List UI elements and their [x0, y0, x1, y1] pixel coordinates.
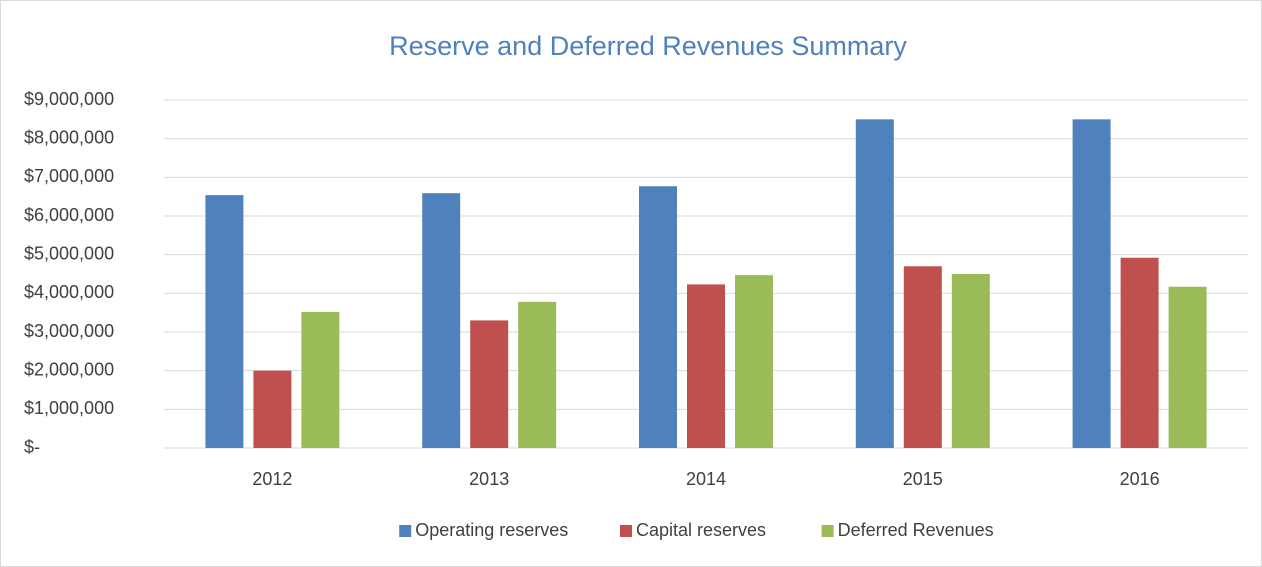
- bar: [903, 266, 942, 448]
- bar: [205, 195, 244, 448]
- y-tick-label: $8,000,000: [24, 127, 114, 147]
- chart-title: Reserve and Deferred Revenues Summary: [389, 31, 907, 61]
- bar: [951, 274, 990, 448]
- x-tick-label: 2016: [1120, 469, 1160, 489]
- x-tick-label: 2014: [686, 469, 726, 489]
- y-tick-label: $7,000,000: [24, 166, 114, 186]
- bar: [855, 119, 894, 448]
- legend-label: Deferred Revenues: [838, 520, 994, 540]
- bar: [639, 186, 677, 448]
- x-tick-label: 2013: [469, 469, 509, 489]
- legend-label: Capital reserves: [636, 520, 766, 540]
- bar: [518, 301, 557, 448]
- bar: [1168, 286, 1207, 448]
- bar: [735, 275, 773, 448]
- y-tick-label: $9,000,000: [24, 89, 114, 109]
- y-tick-label: $-: [24, 437, 40, 457]
- y-tick-label: $6,000,000: [24, 205, 114, 225]
- bar: [470, 320, 509, 448]
- bar: [1120, 257, 1159, 448]
- y-tick-label: $5,000,000: [24, 243, 114, 263]
- y-tick-label: $4,000,000: [24, 282, 114, 302]
- y-tick-label: $2,000,000: [24, 359, 114, 379]
- y-tick-label: $1,000,000: [24, 398, 114, 418]
- bar: [253, 370, 292, 448]
- legend-swatch: [399, 525, 412, 537]
- bar: [301, 311, 340, 448]
- x-tick-label: 2015: [903, 469, 943, 489]
- x-tick-label: 2012: [252, 469, 292, 489]
- bar: [422, 193, 461, 448]
- legend-swatch: [821, 525, 834, 537]
- legend-swatch: [620, 525, 632, 537]
- legend-label: Operating reserves: [415, 520, 568, 540]
- bar: [687, 284, 725, 448]
- bar: [1072, 119, 1111, 448]
- y-tick-label: $3,000,000: [24, 321, 114, 341]
